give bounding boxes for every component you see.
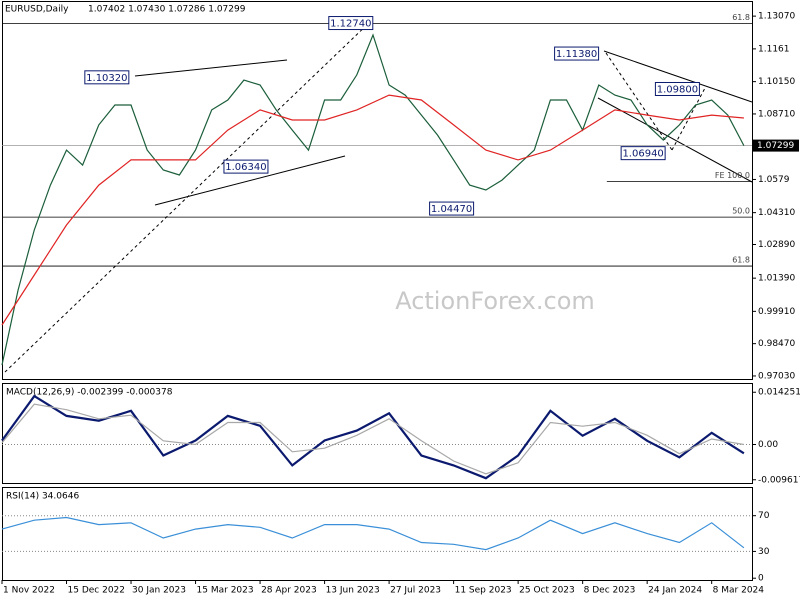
y-tick-label: 0.98470 [758, 339, 795, 349]
x-tick-label: 28 Apr 2023 [261, 586, 317, 596]
y-tick-label: 1.1161 [758, 44, 790, 54]
price-callout-label: 1.06340 [225, 162, 266, 173]
fib-label: 61.8 [732, 13, 750, 22]
y-tick-label: 70 [758, 511, 770, 521]
price-callout [84, 70, 130, 85]
x-tick-label: 13 Jun 2023 [326, 586, 380, 596]
series-line [1, 394, 745, 480]
macd-panel [2, 383, 753, 484]
trendline [134, 59, 288, 77]
price-callout-label: 1.06940 [622, 149, 663, 160]
x-tick-label: 25 Oct 2023 [519, 586, 575, 596]
price-callout-label: 1.10320 [86, 73, 127, 84]
price-callout [654, 81, 700, 96]
y-tick-label: 1.13070 [758, 12, 795, 22]
x-tick-label: 11 Sep 2023 [455, 586, 512, 596]
rsi-title: RSI(14) 34.0646 [6, 492, 79, 502]
x-tick-label: 15 Dec 2022 [68, 586, 126, 596]
macd-title: MACD(12,26,9) -0.002399 -0.000378 [6, 388, 173, 398]
series-line [1, 33, 745, 366]
price-callout [554, 46, 600, 61]
x-tick-label: 27 Jul 2023 [390, 586, 441, 596]
chart-subtitle: 1.07402 1.07430 1.07286 1.07299 [88, 5, 246, 15]
series-line [1, 94, 744, 326]
price-panel [2, 1, 753, 380]
price-callout [223, 159, 269, 174]
x-tick-label: 30 Jan 2023 [132, 586, 186, 596]
y-tick-label: 1.0579 [758, 175, 790, 185]
y-tick-label: 0.97030 [758, 371, 795, 381]
y-tick-label: 30 [758, 547, 770, 557]
trendline [597, 97, 753, 183]
x-tick-label: 8 Mar 2024 [713, 586, 765, 596]
trendline [603, 50, 753, 103]
y-tick-label: 1.02890 [758, 240, 795, 250]
rsi-panel [2, 487, 753, 581]
y-tick-label: 0.00 [758, 440, 778, 450]
trendline [154, 155, 346, 206]
price-callout-label: 1.09800 [657, 84, 698, 95]
series-line [1, 516, 745, 551]
price-callout-label: 1.11380 [556, 49, 597, 60]
trendlines [4, 19, 753, 373]
y-tick-label: 0.014251 [758, 388, 800, 398]
x-tick-label: 1 Nov 2022 [3, 586, 55, 596]
fib-label: FE 100.0 [715, 171, 750, 180]
y-tick-label: -0.009617 [758, 475, 800, 485]
fib-label: 61.8 [732, 256, 750, 265]
last-price-box [753, 139, 799, 152]
trendline [605, 52, 673, 151]
trendline [4, 19, 373, 373]
y-tick-label: 1.10150 [758, 77, 795, 87]
price-callout [328, 16, 374, 31]
x-tick-label: 24 Jan 2024 [648, 586, 702, 596]
price-callout-label: 1.04470 [431, 204, 472, 215]
price-callout [429, 201, 475, 216]
last-price-label: 1.07299 [757, 141, 794, 151]
x-tick-label: 8 Dec 2023 [584, 586, 636, 596]
y-tick-label: 1.08710 [758, 109, 795, 119]
y-tick-label: 0 [758, 574, 764, 584]
x-tick-label: 15 Mar 2023 [197, 586, 254, 596]
price-callout-label: 1.12740 [330, 19, 371, 30]
y-tick-label: 1.01390 [758, 274, 795, 284]
price-callout [620, 146, 666, 161]
watermark: ActionForex.com [395, 287, 595, 315]
y-tick-label: 0.99910 [758, 307, 795, 317]
fib-label: 50.0 [732, 207, 750, 216]
series-line [1, 403, 745, 475]
y-tick-label: 1.04310 [758, 208, 795, 218]
chart-title: EURUSD,Daily [5, 5, 69, 15]
